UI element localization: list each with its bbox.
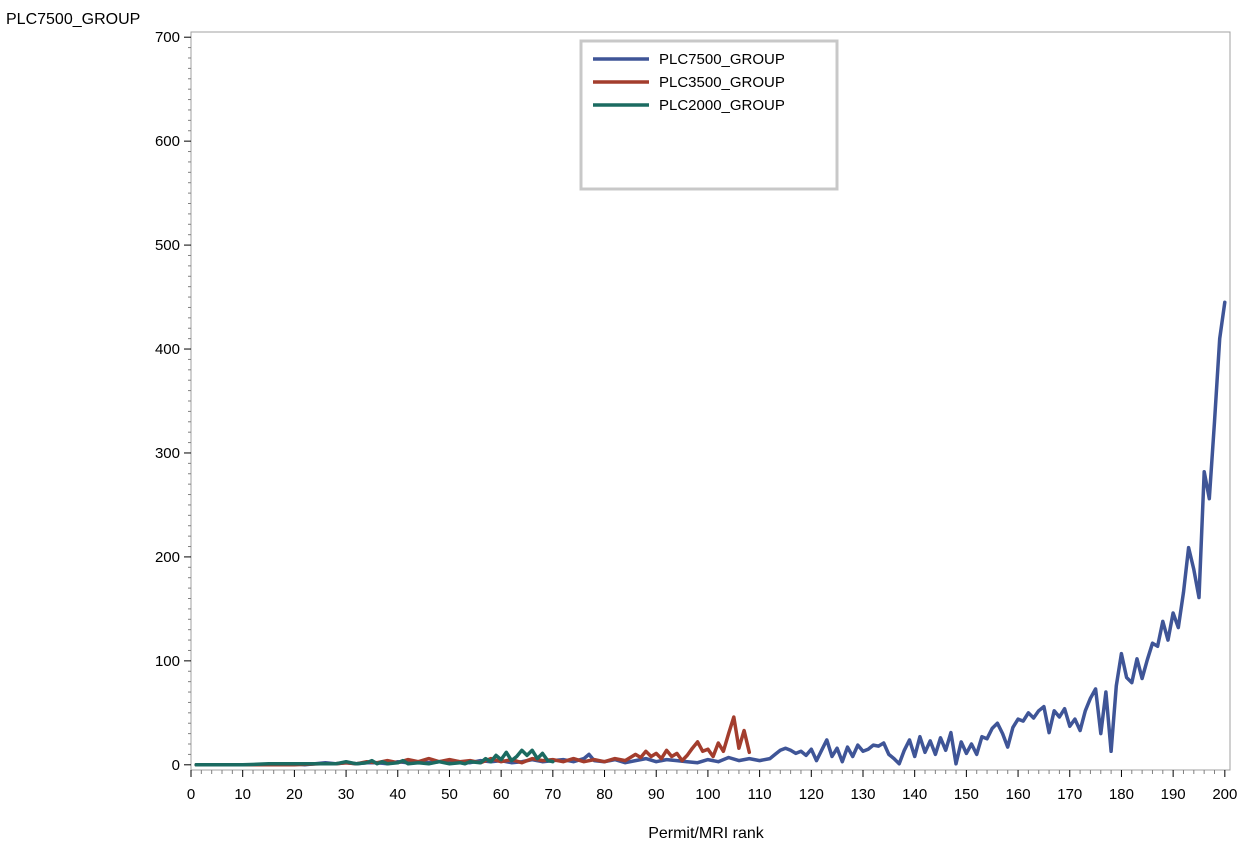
x-tick-label: 110 (748, 786, 772, 803)
legend-label-plc3500-group: PLC3500_GROUP (659, 74, 785, 91)
legend-label-plc2000-group: PLC2000_GROUP (659, 97, 785, 114)
y-tick-label: 700 (155, 29, 180, 46)
x-tick-label: 190 (1161, 786, 1186, 803)
x-tick-label: 50 (441, 786, 458, 803)
x-tick-label: 150 (954, 786, 979, 803)
x-tick-label: 130 (850, 786, 875, 803)
y-tick-label: 600 (155, 133, 180, 150)
x-tick-label: 170 (1057, 786, 1082, 803)
y-tick-label: 0 (172, 757, 180, 774)
y-tick-label: 500 (155, 237, 180, 254)
x-tick-label: 120 (799, 786, 824, 803)
x-tick-label: 0 (187, 786, 195, 803)
x-tick-label: 160 (1006, 786, 1031, 803)
legend-label-plc7500-group: PLC7500_GROUP (659, 51, 785, 68)
x-tick-label: 60 (493, 786, 510, 803)
x-tick-label: 40 (389, 786, 406, 803)
series-line-plc3500-group (194, 715, 752, 767)
x-tick-label: 90 (648, 786, 665, 803)
x-tick-label: 140 (902, 786, 927, 803)
y-tick-label: 200 (155, 549, 180, 566)
x-tick-label: 70 (544, 786, 561, 803)
x-tick-label: 10 (234, 786, 251, 803)
y-axis-title: PLC7500_GROUP (6, 11, 140, 28)
y-tick-label: 300 (155, 445, 180, 462)
y-tick-label: 100 (155, 653, 180, 670)
x-tick-label: 100 (695, 786, 720, 803)
x-tick-label: 20 (286, 786, 303, 803)
x-tick-label: 200 (1212, 786, 1237, 803)
series-line-plc2000-group (194, 748, 555, 767)
legend: PLC7500_GROUP PLC3500_GROUP PLC2000_GROUP (579, 39, 839, 191)
x-axis-title: Permit/MRI rank (648, 825, 765, 842)
x-tick-label: 80 (596, 786, 613, 803)
y-tick-label: 400 (155, 341, 180, 358)
legend-box (579, 39, 839, 191)
x-tick-label: 30 (338, 786, 355, 803)
x-tick-label: 180 (1109, 786, 1134, 803)
